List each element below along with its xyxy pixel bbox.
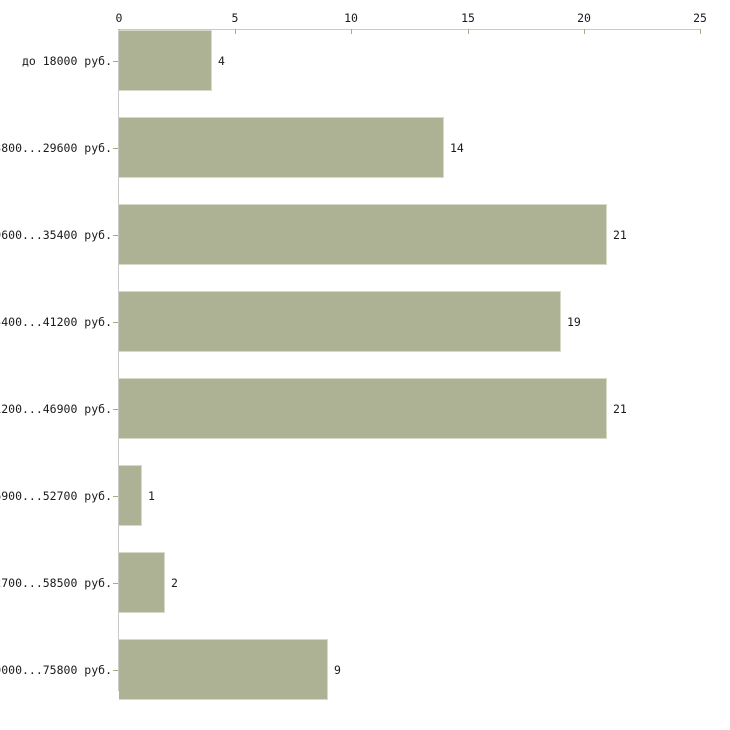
y-axis-line [118, 29, 119, 691]
x-axis-tick [235, 29, 236, 34]
x-axis-tick [584, 29, 585, 34]
y-axis-category-label: 46900...52700 руб. [0, 488, 112, 503]
y-axis-category-labels: до 18000 руб. 23800...29600 руб. 29600...3… [0, 0, 112, 730]
bar-value-label: 19 [567, 314, 581, 329]
x-axis-tick-label: 20 [577, 11, 591, 25]
y-axis-tick [113, 61, 118, 62]
bar[interactable] [119, 204, 607, 265]
bar-value-label: 14 [450, 140, 464, 155]
y-axis-category-label: 35400...41200 руб. [0, 314, 112, 329]
plot-area [119, 30, 700, 700]
x-axis-line [119, 29, 701, 30]
bar[interactable] [119, 465, 142, 526]
bar-value-label: 4 [218, 53, 225, 68]
y-axis-category-label: 41200...46900 руб. [0, 401, 112, 416]
bar-value-label: 1 [148, 488, 155, 503]
y-axis-tick [113, 583, 118, 584]
bar[interactable] [119, 552, 165, 613]
bar-value-label: 21 [613, 401, 627, 416]
bar[interactable] [119, 291, 561, 352]
y-axis-tick [113, 322, 118, 323]
x-axis-tick-label: 0 [115, 11, 123, 25]
y-axis-category-label: 52700...58500 руб. [0, 575, 112, 590]
y-axis-category-label: до 18000 руб. [21, 53, 112, 68]
x-axis-tick-label: 25 [693, 11, 707, 25]
bar-value-label: 9 [334, 662, 341, 677]
y-axis-tick [113, 235, 118, 236]
x-axis-tick [700, 29, 701, 34]
bar[interactable] [119, 30, 212, 91]
y-axis-tick [113, 148, 118, 149]
bar-value-label: 2 [171, 575, 178, 590]
x-axis-tick [351, 29, 352, 34]
y-axis-tick [113, 409, 118, 410]
y-axis-category-label: 23800...29600 руб. [0, 140, 112, 155]
y-axis-tick [113, 670, 118, 671]
bar[interactable] [119, 639, 328, 700]
x-axis-tick-label: 5 [231, 11, 239, 25]
y-axis-category-label: 29600...35400 руб. [0, 227, 112, 242]
y-axis-tick [113, 496, 118, 497]
x-axis-tick [468, 29, 469, 34]
bar[interactable] [119, 378, 607, 439]
bar[interactable] [119, 117, 444, 178]
y-axis-category-label: 70000...75800 руб. [0, 662, 112, 677]
x-axis-tick-label: 10 [344, 11, 358, 25]
x-axis-tick-label: 15 [461, 11, 475, 25]
bar-value-label: 21 [613, 227, 627, 242]
